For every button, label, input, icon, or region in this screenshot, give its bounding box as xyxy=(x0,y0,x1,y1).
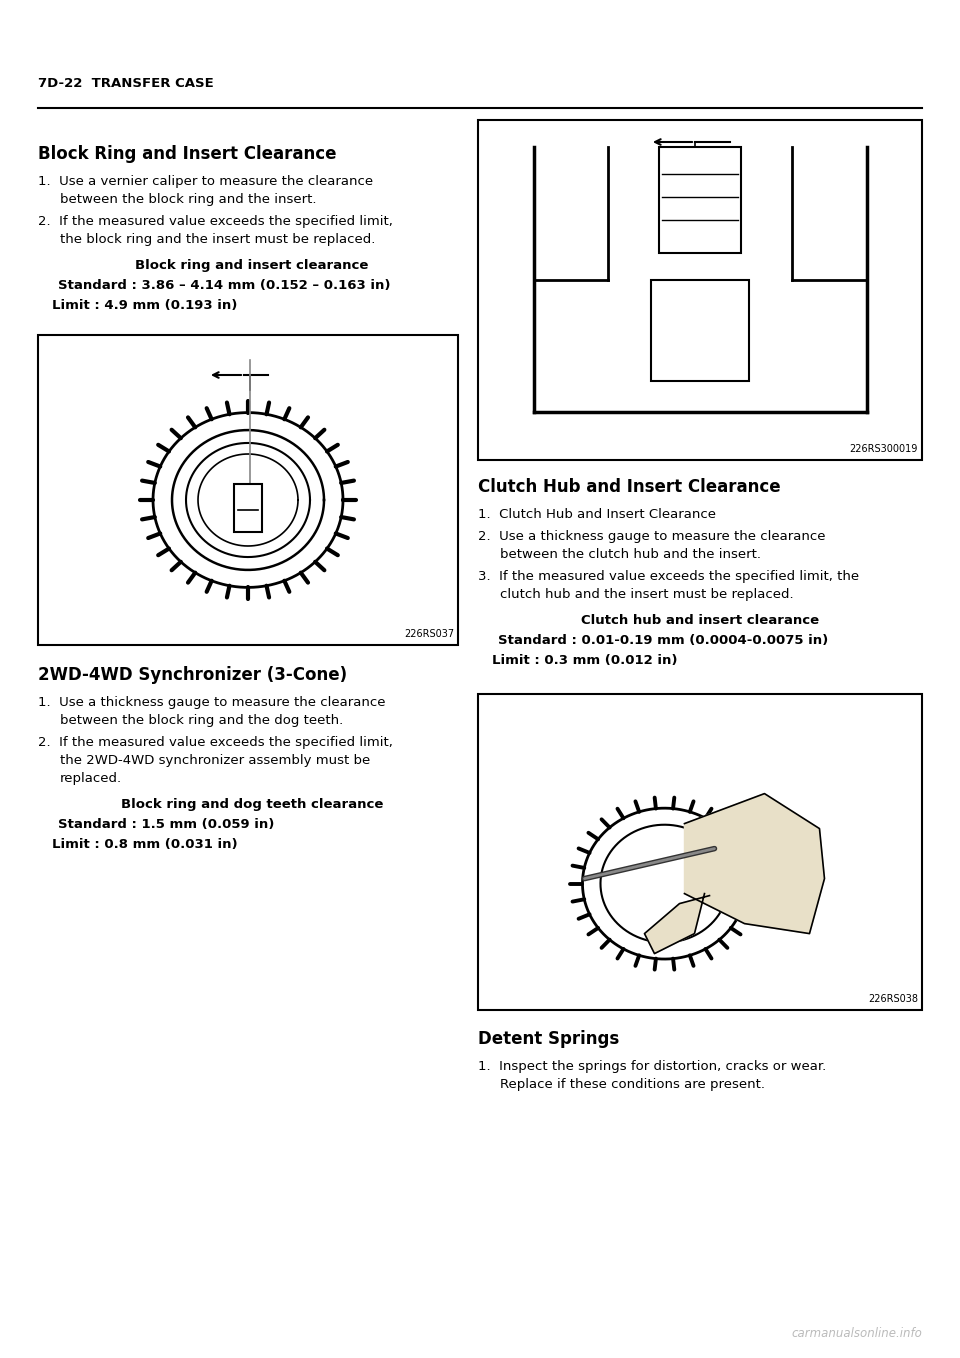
Text: the 2WD-4WD synchronizer assembly must be: the 2WD-4WD synchronizer assembly must b… xyxy=(60,754,371,767)
Bar xyxy=(38,335,458,645)
Text: Block ring and insert clearance: Block ring and insert clearance xyxy=(135,259,369,272)
Text: 1.  Clutch Hub and Insert Clearance: 1. Clutch Hub and Insert Clearance xyxy=(478,508,716,521)
Bar xyxy=(659,147,741,254)
Text: 2WD-4WD Synchronizer (3-Cone): 2WD-4WD Synchronizer (3-Cone) xyxy=(38,665,348,684)
Text: 226RS038: 226RS038 xyxy=(868,994,918,1004)
Bar xyxy=(234,483,262,532)
Text: Replace if these conditions are present.: Replace if these conditions are present. xyxy=(500,1078,765,1090)
Text: 226RS300019: 226RS300019 xyxy=(850,444,918,454)
Text: between the block ring and the dog teeth.: between the block ring and the dog teeth… xyxy=(60,714,344,727)
Text: Standard : 3.86 – 4.14 mm (0.152 – 0.163 in): Standard : 3.86 – 4.14 mm (0.152 – 0.163… xyxy=(58,278,391,292)
Text: Limit : 0.3 mm (0.012 in): Limit : 0.3 mm (0.012 in) xyxy=(492,655,678,667)
Text: Clutch hub and insert clearance: Clutch hub and insert clearance xyxy=(581,614,819,627)
Text: the block ring and the insert must be replaced.: the block ring and the insert must be re… xyxy=(60,234,375,246)
Bar xyxy=(651,280,750,380)
Text: Standard : 0.01-0.19 mm (0.0004-0.0075 in): Standard : 0.01-0.19 mm (0.0004-0.0075 i… xyxy=(498,634,828,646)
Text: replaced.: replaced. xyxy=(60,771,122,785)
Text: 1.  Use a vernier caliper to measure the clearance: 1. Use a vernier caliper to measure the … xyxy=(38,175,373,187)
Text: 2.  If the measured value exceeds the specified limit,: 2. If the measured value exceeds the spe… xyxy=(38,215,393,228)
Text: Limit : 0.8 mm (0.031 in): Limit : 0.8 mm (0.031 in) xyxy=(52,838,238,851)
Polygon shape xyxy=(644,894,709,953)
Bar xyxy=(478,120,922,460)
Text: 2.  Use a thickness gauge to measure the clearance: 2. Use a thickness gauge to measure the … xyxy=(478,530,826,543)
Text: 2.  If the measured value exceeds the specified limit,: 2. If the measured value exceeds the spe… xyxy=(38,736,393,750)
Text: clutch hub and the insert must be replaced.: clutch hub and the insert must be replac… xyxy=(500,588,794,602)
Text: 3.  If the measured value exceeds the specified limit, the: 3. If the measured value exceeds the spe… xyxy=(478,570,859,583)
Text: Detent Springs: Detent Springs xyxy=(478,1029,619,1048)
Text: 1.  Inspect the springs for distortion, cracks or wear.: 1. Inspect the springs for distortion, c… xyxy=(478,1061,827,1073)
Text: 1.  Use a thickness gauge to measure the clearance: 1. Use a thickness gauge to measure the … xyxy=(38,697,386,709)
Text: Block ring and dog teeth clearance: Block ring and dog teeth clearance xyxy=(121,799,383,811)
Text: Standard : 1.5 mm (0.059 in): Standard : 1.5 mm (0.059 in) xyxy=(58,818,275,831)
Text: Limit : 4.9 mm (0.193 in): Limit : 4.9 mm (0.193 in) xyxy=(52,299,237,312)
Text: 226RS037: 226RS037 xyxy=(404,629,454,640)
Text: carmanualsonline.info: carmanualsonline.info xyxy=(791,1327,922,1340)
Text: Block Ring and Insert Clearance: Block Ring and Insert Clearance xyxy=(38,145,337,163)
Polygon shape xyxy=(684,793,825,933)
Text: between the clutch hub and the insert.: between the clutch hub and the insert. xyxy=(500,549,761,561)
Bar xyxy=(478,694,922,1010)
Text: Clutch Hub and Insert Clearance: Clutch Hub and Insert Clearance xyxy=(478,478,780,496)
Text: between the block ring and the insert.: between the block ring and the insert. xyxy=(60,193,317,206)
Text: 7D-22  TRANSFER CASE: 7D-22 TRANSFER CASE xyxy=(38,77,214,90)
